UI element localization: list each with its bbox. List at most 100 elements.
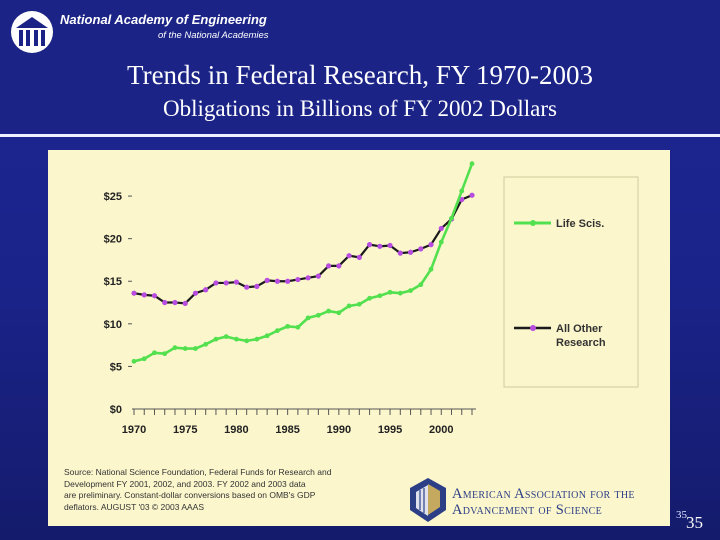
point-life-scis (438, 239, 444, 245)
header-bar (0, 0, 720, 133)
source-note: Source: National Science Foundation, Fed… (64, 467, 394, 513)
x-tick-label: 1975 (173, 424, 197, 436)
x-tick-label: 1970 (122, 424, 146, 436)
point-life-scis (387, 289, 393, 295)
point-life-scis (213, 336, 219, 342)
point-life-scis (377, 293, 383, 299)
point-all-other-research (285, 278, 291, 284)
point-life-scis (264, 333, 270, 339)
point-all-other-research (141, 292, 147, 298)
x-tick-label: 1980 (224, 424, 248, 436)
point-life-scis (408, 288, 413, 294)
nae-logo (11, 11, 53, 53)
point-life-scis (346, 303, 352, 309)
point-life-scis (336, 310, 342, 316)
point-life-scis (449, 215, 454, 221)
point-life-scis (193, 346, 198, 351)
y-tick-label: $20 (104, 234, 122, 246)
org-subtitle: of the National Academies (158, 30, 269, 41)
legend-label-line: Research (556, 337, 606, 349)
point-all-other-research (192, 290, 199, 296)
point-life-scis (172, 345, 178, 351)
point-all-other-research (336, 263, 342, 269)
point-life-scis (315, 312, 321, 318)
point-life-scis (305, 315, 311, 321)
slide-number-small: 35 (676, 509, 687, 521)
point-all-other-research (438, 225, 444, 232)
line-chart: $0 $5 $10 $15 $20 $25 1970 1975 1980 1985 1990 1995… (104, 161, 639, 436)
point-all-other-research (182, 300, 188, 306)
point-life-scis (244, 338, 250, 344)
point-all-other-research (366, 242, 373, 248)
y-tick-label: $25 (104, 191, 122, 203)
point-all-other-research (377, 243, 383, 249)
point-all-other-research (459, 196, 465, 203)
point-all-other-research (172, 299, 178, 306)
point-life-scis (285, 323, 291, 329)
source-line: Source: National Science Foundation, Fed… (64, 467, 332, 477)
aaas-emblem-icon (410, 478, 446, 522)
x-tick-label: 1985 (275, 424, 299, 436)
aaas-wordmark: American Association for the Advancement… (452, 486, 667, 518)
chart-panel: $0 $5 $10 $15 $20 $25 1970 1975 1980 1985 1990 1995… (48, 150, 670, 526)
point-all-other-research (162, 299, 168, 306)
point-life-scis (418, 282, 424, 288)
point-all-other-research (387, 242, 393, 249)
point-all-other-research (213, 280, 219, 286)
point-all-other-research (223, 280, 229, 286)
legend-label-line: All Other (556, 323, 603, 335)
legend-marker-all-other-research (530, 325, 536, 331)
point-life-scis (367, 295, 372, 301)
point-life-scis (356, 301, 362, 307)
org-name: National Academy of Engineering (60, 12, 267, 27)
y-tick-label: $5 (110, 361, 122, 373)
point-life-scis (428, 266, 434, 272)
point-all-other-research (356, 254, 362, 260)
point-life-scis (234, 336, 239, 342)
point-life-scis (254, 336, 260, 342)
header-divider (0, 134, 720, 137)
slide-title: Trends in Federal Research, FY 1970-2003 (127, 60, 593, 90)
point-all-other-research (151, 293, 158, 299)
x-tick-label: 1990 (327, 424, 351, 436)
point-life-scis (459, 188, 465, 194)
point-all-other-research (254, 283, 260, 289)
point-life-scis (203, 341, 209, 347)
point-life-scis (397, 290, 403, 296)
chart-series (131, 161, 475, 364)
x-tick-label: 1995 (378, 424, 402, 436)
legend-box (503, 176, 639, 388)
y-tick-label: $15 (104, 276, 122, 288)
chart-axes: $0 $5 $10 $15 $20 $25 1970 1975 1980 1985 1990 1995… (104, 191, 476, 436)
point-all-other-research (305, 275, 311, 281)
chart-legend: Life Scis. All Other Research (503, 176, 639, 388)
x-tick-label: 2000 (429, 424, 453, 436)
point-life-scis (326, 308, 332, 314)
point-all-other-research (326, 263, 332, 269)
point-all-other-research (346, 253, 352, 259)
point-life-scis (162, 351, 168, 357)
point-all-other-research (233, 279, 240, 285)
point-all-other-research (274, 278, 280, 284)
slide-subtitle: Obligations in Billions of FY 2002 Dolla… (163, 96, 557, 121)
y-tick-label: $0 (110, 404, 122, 416)
point-all-other-research (397, 250, 403, 256)
source-line: are preliminary. Constant-dollar convers… (64, 490, 316, 500)
legend-marker-life-scis (530, 220, 536, 226)
source-line: deflators. AUGUST '03 © 2003 AAAS (64, 501, 205, 512)
legend-label-all-other-research: All Other Research (556, 323, 606, 349)
point-life-scis (274, 328, 280, 334)
point-life-scis (182, 346, 188, 351)
source-line: Development FY 2001, 2002, and 2003. FY … (64, 478, 306, 489)
y-tick-label: $10 (104, 319, 122, 331)
legend-label-life-scis: Life Scis. (556, 218, 604, 230)
point-all-other-research (131, 290, 137, 296)
point-all-other-research (407, 249, 414, 255)
series-line-life-scis (133, 163, 474, 363)
point-life-scis (469, 161, 475, 167)
point-all-other-research (295, 276, 301, 283)
point-life-scis (152, 350, 157, 356)
point-life-scis (223, 334, 229, 340)
aaas-line: Advancement of Science (452, 502, 602, 518)
point-all-other-research (418, 246, 424, 252)
